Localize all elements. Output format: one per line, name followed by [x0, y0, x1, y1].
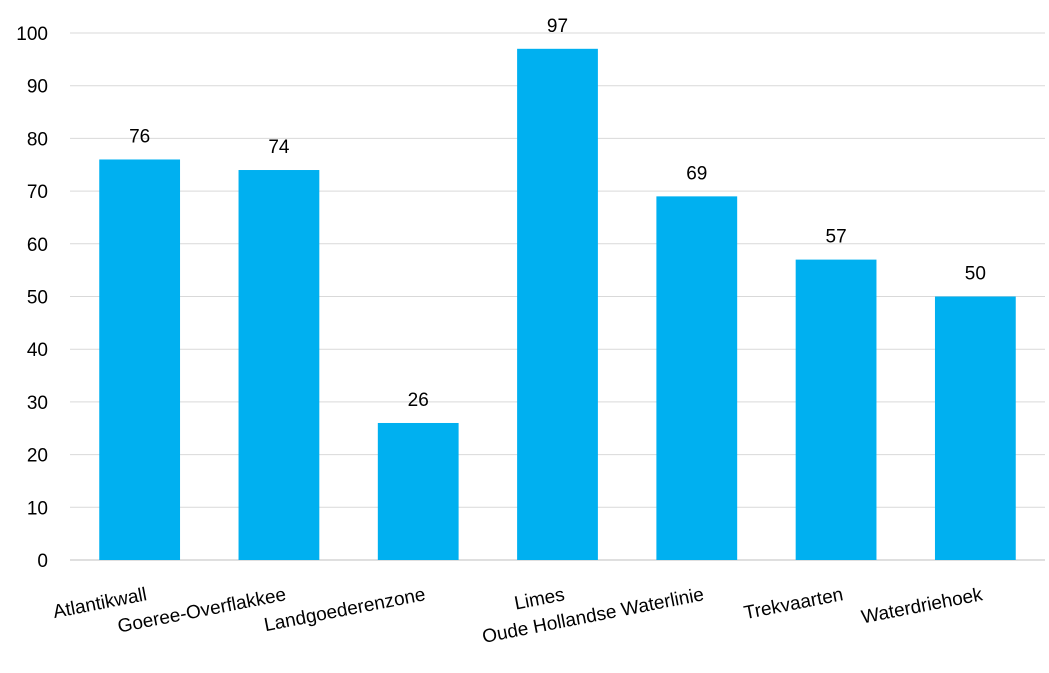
bar: [934, 296, 1016, 560]
data-labels: 76 74 26 97 69 57 50: [129, 16, 986, 411]
y-tick-label: 50: [27, 288, 48, 309]
category-label: Trekvaarten: [742, 584, 845, 624]
y-tick-label: 100: [16, 24, 48, 45]
data-label: 97: [547, 16, 568, 37]
bar: [656, 196, 738, 560]
category-label: Limes: [513, 584, 567, 614]
bar: [517, 48, 598, 561]
bar: [795, 259, 877, 560]
y-tick-label: 70: [27, 182, 48, 203]
y-tick-label: 90: [27, 77, 48, 98]
y-tick-label: 60: [27, 235, 48, 256]
y-tick-label: 0: [37, 551, 48, 572]
y-tick-label: 30: [27, 393, 48, 414]
data-label: 69: [686, 163, 707, 184]
bar: [238, 170, 320, 560]
y-tick-label: 10: [27, 498, 48, 519]
category-label: Landgoederenzone: [262, 584, 427, 636]
bar: [99, 159, 181, 561]
data-label: 57: [826, 227, 847, 248]
y-tick-label: 40: [27, 340, 48, 361]
data-label: 74: [268, 137, 290, 158]
bars: [99, 48, 1016, 561]
data-label: 26: [408, 390, 429, 411]
y-tick-label: 80: [27, 129, 48, 150]
y-tick-label: 20: [27, 446, 48, 467]
x-axis-category-labels: AtlantikwallGoeree-OverflakkeeLandgoeder…: [51, 584, 985, 648]
data-label: 50: [965, 264, 986, 285]
y-axis-tick-labels: 0 10 20 30 40 50 60 70 80 90 100: [16, 24, 48, 572]
data-label: 76: [129, 126, 150, 147]
category-label: Waterdriehoek: [860, 584, 985, 628]
bar: [377, 422, 459, 560]
